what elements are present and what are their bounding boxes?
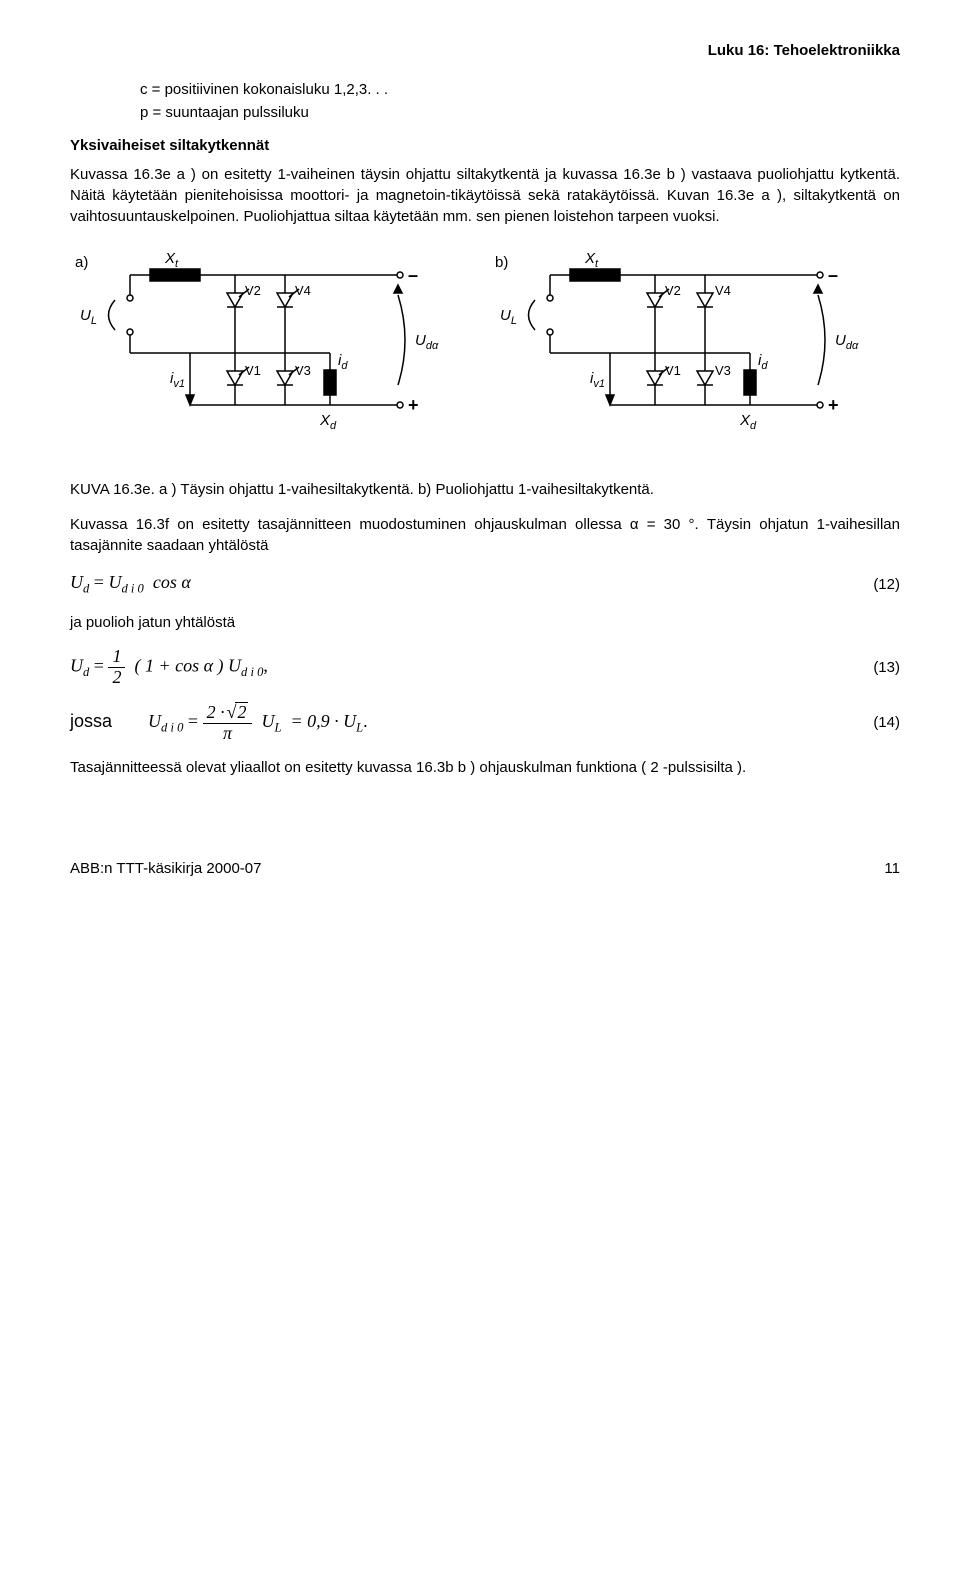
page-number: 11 (884, 858, 900, 879)
svg-text:UL: UL (500, 307, 517, 327)
eq-number: (13) (850, 657, 900, 678)
svg-text:–: – (828, 265, 838, 285)
circuit-a: a) Xt V2 V4 V1 V3 UL Udα iv1 id Xd – + (70, 245, 450, 465)
svg-text:V1: V1 (245, 363, 261, 378)
paragraph-2: Kuvassa 16.3f on esitetty tasajännitteen… (70, 514, 900, 556)
circuit-b: b) Xt V2 V4 V1 V3 UL Udα iv1 id Xd – + (490, 245, 870, 465)
svg-text:V2: V2 (245, 283, 261, 298)
svg-text:+: + (408, 395, 419, 415)
label-a: a) (75, 254, 88, 271)
figure-caption: KUVA 16.3e. a ) Täysin ohjattu 1-vaihesi… (70, 479, 900, 500)
svg-text:–: – (408, 265, 418, 285)
svg-text:V4: V4 (295, 283, 311, 298)
eq-number: (14) (850, 712, 900, 733)
def-p: p = suuntaajan pulssiluku (140, 102, 900, 123)
svg-text:id: id (338, 352, 348, 372)
equation-12: Ud = Ud i 0 cos α (12) (70, 570, 900, 598)
svg-text:V1: V1 (665, 363, 681, 378)
symbol-definitions: c = positiivinen kokonaisluku 1,2,3. . .… (140, 79, 900, 123)
svg-text:id: id (758, 352, 768, 372)
paragraph-5: Tasajännitteessä olevat yliaallot on esi… (70, 757, 900, 778)
svg-text:Xt: Xt (584, 250, 599, 270)
svg-text:Xd: Xd (739, 412, 757, 432)
label-b: b) (495, 254, 508, 271)
def-c: c = positiivinen kokonaisluku 1,2,3. . . (140, 79, 900, 100)
page-footer: ABB:n TTT-käsikirja 2000-07 11 (70, 858, 900, 879)
svg-text:Xt: Xt (164, 250, 179, 270)
svg-text:Xd: Xd (319, 412, 337, 432)
svg-text:Udα: Udα (835, 332, 859, 352)
svg-text:iv1: iv1 (170, 370, 185, 390)
eq-number: (12) (850, 574, 900, 595)
footer-left: ABB:n TTT-käsikirja 2000-07 (70, 858, 261, 879)
svg-text:V3: V3 (295, 363, 311, 378)
svg-text:Udα: Udα (415, 332, 439, 352)
paragraph-3: ja puolioh jatun yhtälöstä (70, 612, 900, 633)
chapter-header: Luku 16: Tehoelektroniikka (70, 40, 900, 61)
section-title: Yksivaiheiset siltakytkennät (70, 135, 900, 156)
equation-14: jossa Ud i 0 = 2 ·2 π UL = 0,9 · UL. (14… (70, 702, 900, 744)
svg-text:iv1: iv1 (590, 370, 605, 390)
svg-text:+: + (828, 395, 839, 415)
svg-text:V2: V2 (665, 283, 681, 298)
svg-text:UL: UL (80, 307, 97, 327)
svg-text:V3: V3 (715, 363, 731, 378)
equation-13: Ud = 1 2 ( 1 + cos α ) Ud i 0, (13) (70, 647, 900, 688)
svg-text:V4: V4 (715, 283, 731, 298)
paragraph-1: Kuvassa 16.3e a ) on esitetty 1-vaiheine… (70, 164, 900, 227)
figure-16-3e: a) Xt V2 V4 V1 V3 UL Udα iv1 id Xd – + (70, 245, 900, 465)
